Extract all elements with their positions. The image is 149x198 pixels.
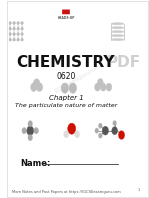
Ellipse shape	[111, 38, 124, 41]
Circle shape	[9, 38, 11, 41]
Text: Chapter 1: Chapter 1	[49, 95, 83, 101]
Text: More Notes and Past Papers at https://IGCSEexamguru.com: More Notes and Past Papers at https://IG…	[12, 190, 120, 194]
Text: HEADS-UP: HEADS-UP	[57, 16, 75, 20]
Circle shape	[98, 123, 102, 128]
Text: 1: 1	[138, 188, 140, 192]
Ellipse shape	[111, 23, 124, 25]
Circle shape	[95, 83, 100, 91]
Ellipse shape	[111, 30, 124, 33]
Circle shape	[9, 21, 11, 25]
Text: IGCSEexamguru.com: IGCSEexamguru.com	[54, 64, 101, 94]
Circle shape	[28, 134, 32, 141]
Circle shape	[22, 128, 27, 134]
Circle shape	[98, 133, 102, 138]
Circle shape	[97, 79, 103, 87]
Circle shape	[113, 121, 117, 126]
Circle shape	[17, 38, 19, 41]
Circle shape	[61, 83, 69, 93]
Circle shape	[64, 131, 69, 138]
Circle shape	[34, 79, 40, 88]
Circle shape	[34, 128, 38, 134]
Circle shape	[13, 27, 15, 30]
Circle shape	[118, 131, 125, 139]
Text: Name:: Name:	[20, 159, 51, 168]
Circle shape	[28, 121, 32, 127]
Circle shape	[21, 32, 23, 36]
Ellipse shape	[111, 34, 124, 37]
Circle shape	[17, 32, 19, 36]
Circle shape	[100, 83, 106, 91]
Text: PDF: PDF	[106, 55, 140, 70]
Circle shape	[13, 21, 15, 25]
Circle shape	[36, 83, 43, 91]
Circle shape	[17, 27, 19, 30]
Circle shape	[31, 83, 37, 91]
Circle shape	[9, 32, 11, 36]
Circle shape	[21, 38, 23, 41]
Circle shape	[21, 21, 23, 25]
Text: 0620: 0620	[56, 72, 76, 81]
Circle shape	[68, 123, 76, 134]
FancyBboxPatch shape	[7, 1, 148, 197]
Circle shape	[112, 127, 118, 135]
Circle shape	[106, 83, 112, 91]
Circle shape	[95, 128, 99, 133]
Circle shape	[13, 38, 15, 41]
Circle shape	[21, 27, 23, 30]
Circle shape	[9, 27, 11, 30]
Circle shape	[102, 126, 108, 135]
Circle shape	[17, 21, 19, 25]
Circle shape	[75, 131, 80, 138]
Text: CHEMISTRY: CHEMISTRY	[17, 55, 115, 70]
Circle shape	[27, 126, 34, 135]
FancyBboxPatch shape	[62, 10, 70, 14]
Circle shape	[69, 83, 77, 93]
Ellipse shape	[111, 27, 124, 29]
Circle shape	[13, 32, 15, 36]
Text: The particulate nature of matter: The particulate nature of matter	[15, 103, 117, 108]
